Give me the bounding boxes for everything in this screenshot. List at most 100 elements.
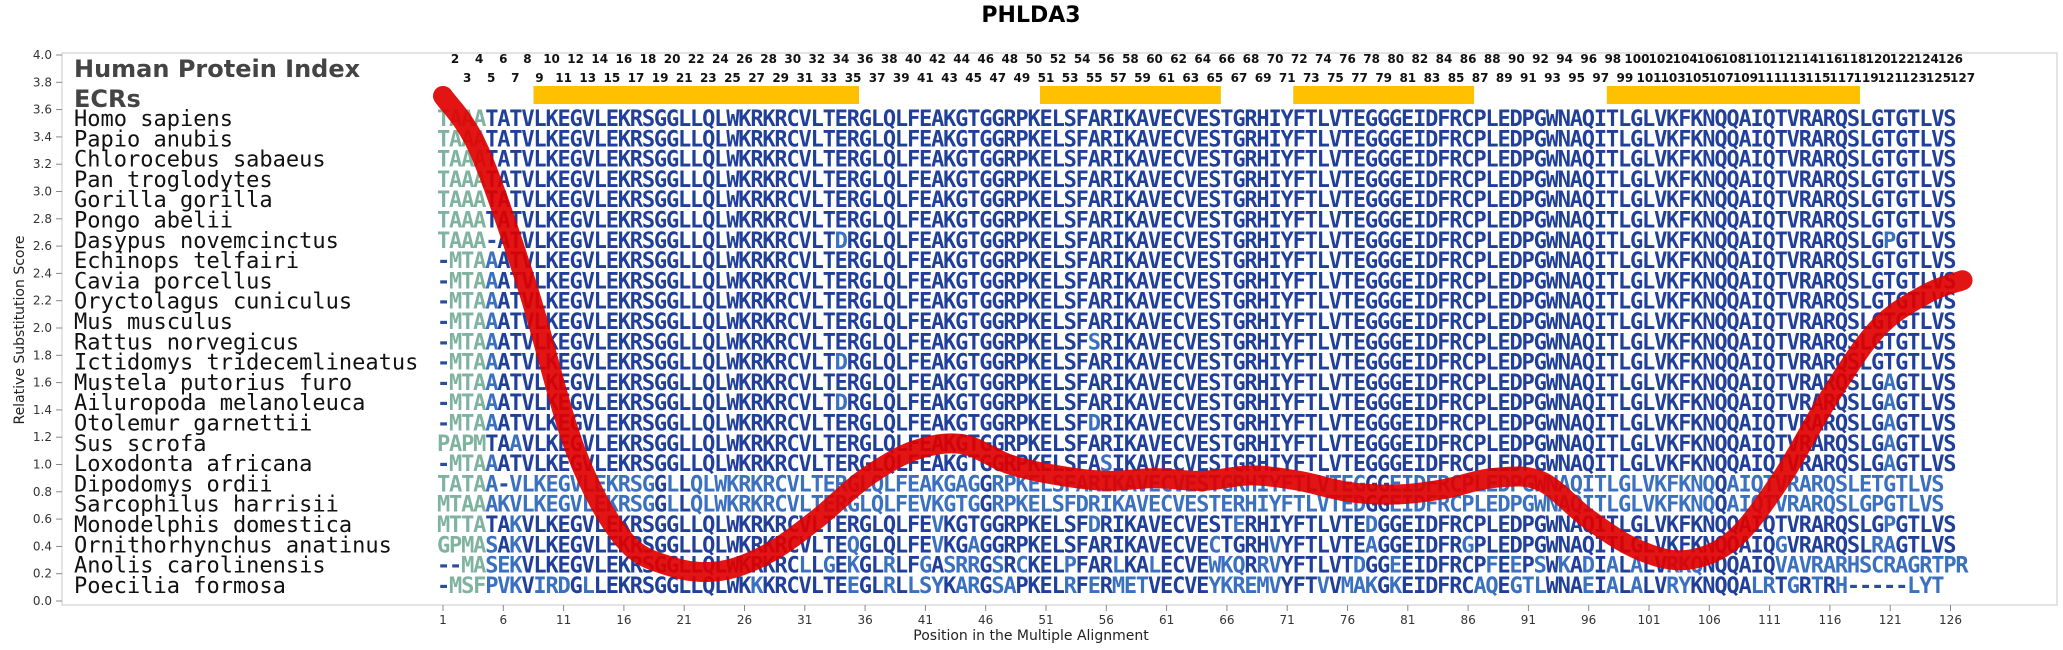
residue: K [545,127,559,152]
residue: Q [883,148,896,173]
index-number-bottom: 47 [989,71,1006,85]
residue: R [774,209,788,234]
residue: C [1172,107,1185,132]
residue: V [582,229,595,254]
residue: L [1052,188,1065,213]
residue: G [666,229,679,254]
index-number-bottom: 5 [487,71,495,85]
index-number-bottom: 109 [1733,71,1758,85]
residue: T [1907,168,1920,193]
residue: L [690,168,703,193]
index-number-top: 6 [499,52,507,66]
index-number-top: 110 [1745,52,1770,66]
residue: L [1052,127,1065,152]
residue: G [1534,188,1547,213]
index-number-top: 100 [1624,52,1649,66]
residue: L [811,107,824,132]
residue: Q [883,168,896,193]
residue: K [738,229,752,254]
residue: F [1678,168,1691,193]
residue: G [570,127,583,152]
residue: S [1208,148,1221,173]
residue: L [1618,168,1631,193]
y-tick-label: 3.8 [33,75,52,89]
residue: K [1124,127,1138,152]
residue: E [1497,168,1510,193]
residue: E [919,168,932,193]
residue: A [1738,168,1751,193]
residue: L [690,229,703,254]
residue: R [630,127,644,152]
residue: I [1751,209,1764,234]
residue: G [1377,209,1390,234]
residue: A [449,229,462,254]
residue: I [1268,127,1281,152]
residue: G [955,148,968,173]
residue: T [437,148,450,173]
residue: V [1654,209,1667,234]
residue: E [1401,107,1414,132]
residue: L [871,127,884,152]
residue: E [558,209,571,234]
index-number-top: 62 [1170,52,1187,66]
x-tick-label: 1 [439,613,447,627]
x-tick-label: 111 [1758,613,1781,627]
residue: G [1389,188,1402,213]
residue: L [895,127,908,152]
residue: N [1702,127,1715,152]
x-tick-label: 56 [1099,613,1114,627]
residue: I [1112,127,1125,152]
residue: S [1943,148,1956,173]
residue: K [1027,229,1041,254]
index-number-top: 34 [833,52,850,66]
residue: K [762,148,776,173]
residue: K [1690,127,1704,152]
residue: P [1015,209,1028,234]
residue: L [1052,229,1065,254]
residue: L [811,127,824,152]
residue: S [1208,127,1221,152]
residue: G [1630,148,1643,173]
index-number-bottom: 83 [1424,71,1441,85]
index-number-bottom: 23 [700,71,717,85]
residue: H [1256,188,1269,213]
residue: L [1642,148,1655,173]
residue: P [1015,188,1028,213]
residue: S [1847,188,1860,213]
residue: G [1895,188,1908,213]
x-tick-label: 61 [1159,613,1174,627]
index-number-bottom: 39 [893,71,910,85]
residue: V [1148,168,1161,193]
residue: A [931,188,944,213]
residue: K [618,209,632,234]
residue: L [690,107,703,132]
y-tick-label: 4.0 [33,48,52,62]
human-index-label: Human Protein Index [74,55,361,83]
residue: I [1112,209,1125,234]
residue: L [1642,107,1655,132]
residue: R [1244,209,1258,234]
residue: K [943,148,957,173]
residue: V [582,188,595,213]
residue: L [533,209,546,234]
residue: G [1871,209,1884,234]
x-tick-label: 96 [1581,613,1596,627]
index-number-bottom: 69 [1255,71,1272,85]
index-number-top: 88 [1484,52,1501,66]
residue: L [1642,188,1655,213]
index-number-top: 86 [1460,52,1477,66]
residue: A [931,168,944,193]
residue: F [907,188,920,213]
residue: A [461,168,474,193]
residue: K [738,188,752,213]
residue: E [1401,168,1414,193]
residue: K [545,168,559,193]
residue: K [1027,148,1041,173]
residue: R [1449,127,1463,152]
residue: K [1027,168,1041,193]
residue: Q [1835,168,1848,193]
residue: L [811,168,824,193]
residue: S [1943,209,1956,234]
residue: T [1220,148,1233,173]
residue: R [847,188,861,213]
